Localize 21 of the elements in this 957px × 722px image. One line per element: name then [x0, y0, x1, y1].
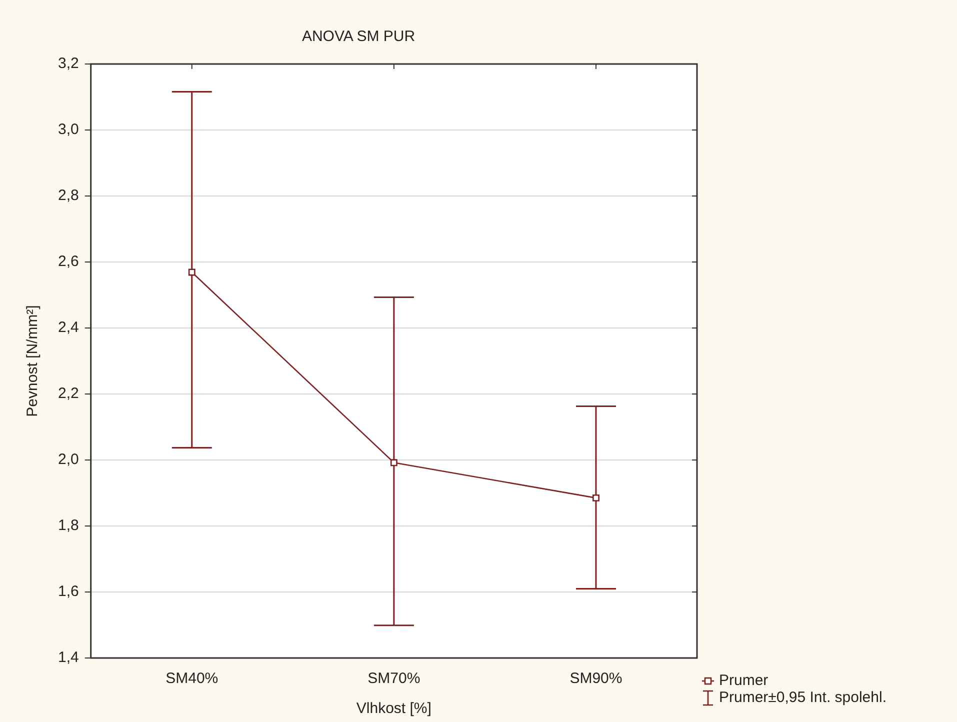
y-axis-title: Pevnost [N/mm²]: [24, 305, 42, 417]
legend-label: Prumer: [719, 672, 768, 689]
x-tick-label: SM90%: [570, 670, 622, 688]
y-tick-label: 1,6: [58, 583, 79, 600]
point: [188, 268, 196, 276]
y-tick-label: 3,2: [58, 55, 79, 72]
text: Prumer±0,95 Int. spolehl.: [719, 689, 886, 706]
x-tick-label: SM40%: [166, 670, 218, 688]
y-tick-label: 1,4: [58, 649, 79, 666]
y-tick-label: 2,0: [58, 451, 79, 468]
point: [390, 459, 398, 466]
y-tick-label: 2,8: [58, 187, 79, 204]
y-tick-label: 2,4: [58, 319, 79, 336]
x-tick-label: SM70%: [368, 670, 420, 688]
y-tick-label: 2,2: [58, 385, 79, 402]
y-tick-label: 2,6: [58, 253, 79, 270]
chart-title: ANOVA SM PUR: [302, 28, 416, 46]
point: [592, 494, 600, 502]
y-tick-label: 3,0: [58, 121, 79, 138]
y-tick-label: 1,8: [58, 517, 79, 534]
x-axis-title: Vlhkost [%]: [356, 700, 432, 718]
